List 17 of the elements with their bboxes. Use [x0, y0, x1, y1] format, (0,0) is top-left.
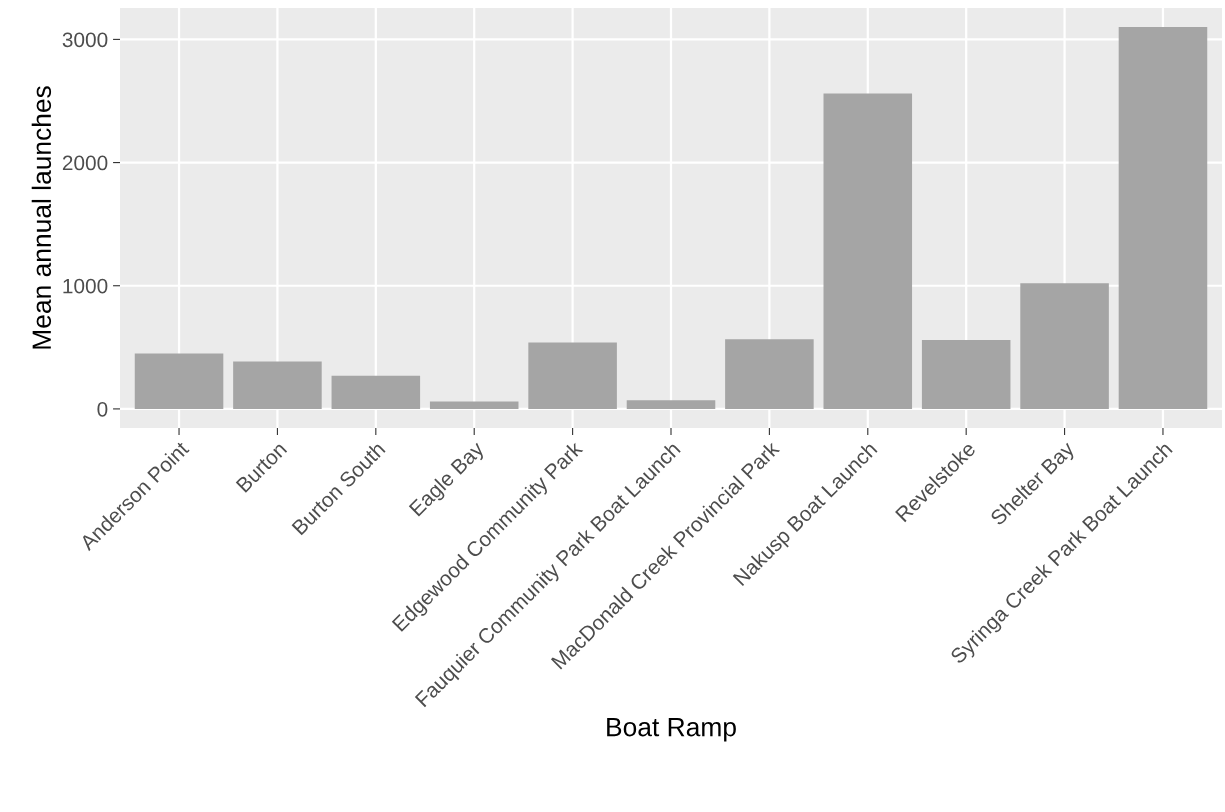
bar [331, 375, 421, 409]
y-tick-label: 0 [97, 401, 108, 417]
bar [528, 342, 617, 409]
bar [1118, 27, 1208, 409]
y-tick-label: 1000 [63, 278, 108, 294]
bar [233, 361, 322, 409]
bar [725, 339, 814, 409]
bar [823, 93, 913, 409]
bar [626, 400, 716, 409]
bar [429, 401, 519, 409]
y-axis-title: Mean annual launches [31, 86, 52, 349]
x-axis-title: Boat Ramp [607, 717, 736, 742]
bar [134, 353, 224, 409]
bar [921, 339, 1011, 409]
y-tick-label: 3000 [62, 32, 108, 48]
bar [1020, 283, 1109, 409]
y-tick-label: 2000 [62, 155, 108, 171]
